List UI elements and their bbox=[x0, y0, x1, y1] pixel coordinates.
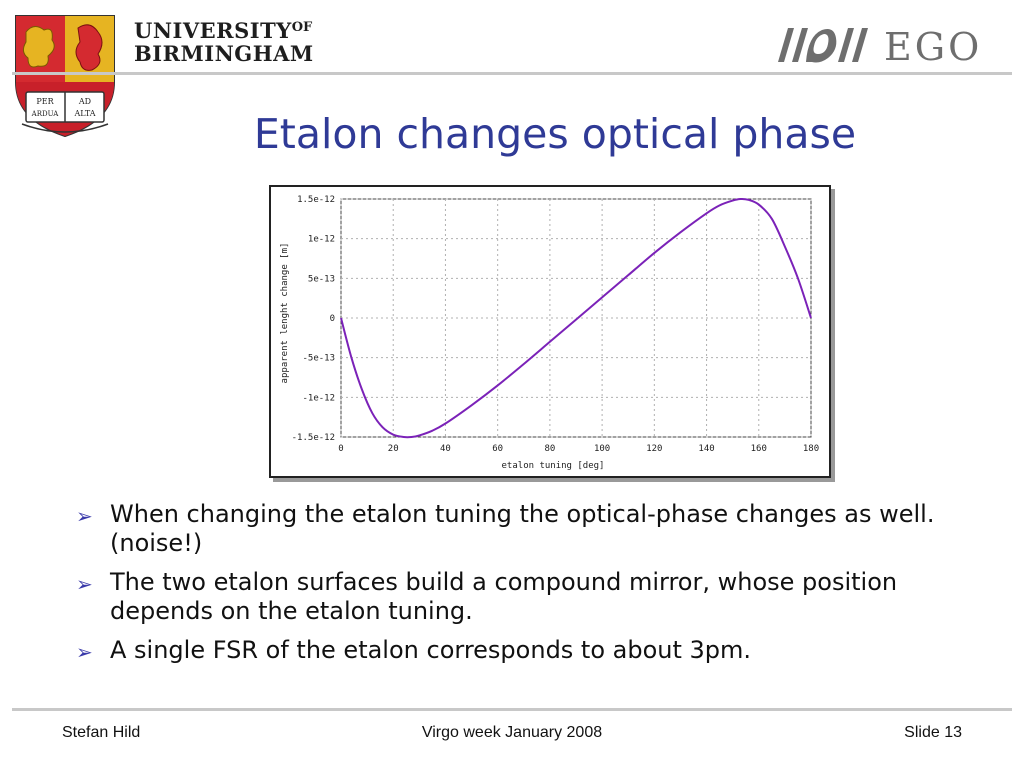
crest-motto-per: PER bbox=[36, 97, 54, 106]
x-tick-label: 160 bbox=[751, 444, 767, 454]
y-tick-label: -1e-12 bbox=[302, 393, 335, 403]
series-line bbox=[340, 197, 812, 439]
footer-event: Virgo week January 2008 bbox=[421, 724, 603, 741]
ego-wave-icon bbox=[778, 28, 868, 63]
bullet-arrow-icon: ➢ bbox=[76, 572, 93, 596]
y-tick-label: 0 bbox=[330, 314, 335, 324]
ego-text: EGO bbox=[884, 25, 982, 68]
crest-motto-alta: ALTA bbox=[73, 109, 95, 118]
x-tick-label: 80 bbox=[544, 444, 555, 454]
x-tick-label: 140 bbox=[698, 444, 714, 454]
bullet-text: A single FSR of the etalon corresponds t… bbox=[110, 636, 752, 664]
bullet-item: ➢ When changing the etalon tuning the opt… bbox=[74, 500, 994, 558]
bullet-arrow-icon: ➢ bbox=[76, 640, 93, 664]
university-crest-logo: PER AD ARDUA ALTA bbox=[15, 15, 115, 138]
chart-frame: 0 20 40 60 80 100 120 140 160 180 1.5e-12 1e-12 5e-1… bbox=[269, 185, 831, 478]
y-tick-label: 1e-12 bbox=[308, 235, 335, 245]
footer-slide-number: Slide 13 bbox=[904, 724, 962, 741]
y-tick-label: -1.5e-12 bbox=[292, 433, 335, 443]
bullet-item: ➢ The two etalon surfaces build a compoun… bbox=[74, 568, 994, 626]
ego-logo: EGO bbox=[778, 25, 982, 68]
x-tick-label: 180 bbox=[803, 444, 819, 454]
slide-title: Etalon changes optical phase bbox=[253, 110, 857, 158]
x-tick-label: 60 bbox=[492, 444, 503, 454]
bullet-item: ➢ A single FSR of the etalon corresponds … bbox=[74, 636, 994, 665]
crest-motto-ad: AD bbox=[78, 97, 91, 106]
phase-chart: 0 20 40 60 80 100 120 140 160 180 1.5e-12 1e-12 5e-1… bbox=[280, 195, 819, 471]
y-tick-label: 5e-13 bbox=[308, 274, 335, 284]
x-axis-label: etalon tuning [deg] bbox=[502, 461, 605, 471]
bullet-text: When changing the etalon tuning the opti… bbox=[110, 500, 935, 557]
x-tick-label: 20 bbox=[388, 444, 399, 454]
university-line1: UNIVERSITY bbox=[134, 18, 292, 43]
bullet-text: The two etalon surfaces build a compound… bbox=[110, 568, 898, 625]
footer-divider bbox=[12, 708, 1012, 711]
x-tick-label: 0 bbox=[338, 444, 343, 454]
bullet-list: ➢ When changing the etalon tuning the opt… bbox=[74, 500, 994, 675]
university-name: UNIVERSITYOF BIRMINGHAM bbox=[134, 16, 314, 65]
university-line2: BIRMINGHAM bbox=[134, 41, 314, 66]
x-tick-label: 100 bbox=[594, 444, 610, 454]
y-tick-label: 1.5e-12 bbox=[297, 195, 335, 205]
header-divider bbox=[12, 72, 1012, 75]
y-axis-label: apparent lenght change [m] bbox=[280, 243, 290, 384]
university-of: OF bbox=[291, 20, 313, 35]
bullet-arrow-icon: ➢ bbox=[76, 504, 93, 528]
x-tick-label: 120 bbox=[646, 444, 662, 454]
y-tick-label: -5e-13 bbox=[302, 354, 335, 364]
x-tick-label: 40 bbox=[440, 444, 451, 454]
footer-author: Stefan Hild bbox=[62, 724, 141, 741]
crest-motto-ardua: ARDUA bbox=[31, 110, 60, 118]
